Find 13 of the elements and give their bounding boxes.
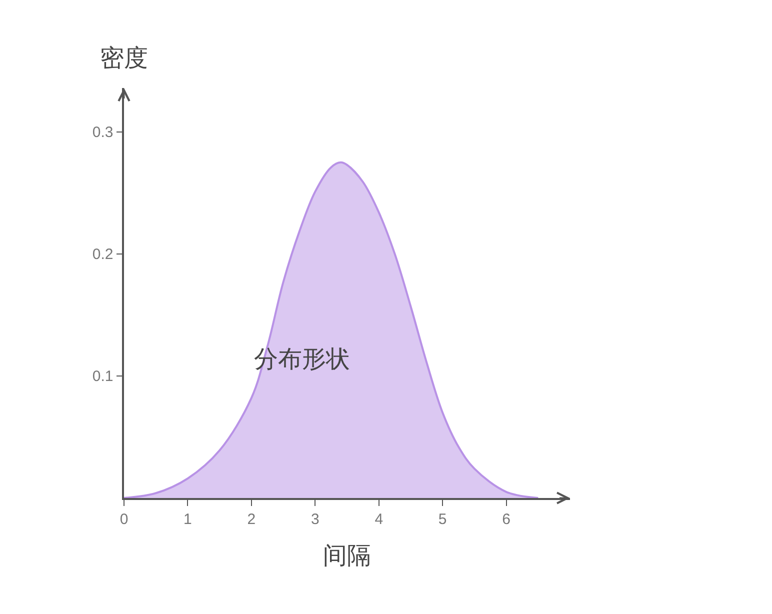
x-tick-label: 4 [374,510,384,528]
x-axis-title: 间隔 [323,542,371,570]
x-tick-label: 6 [502,510,510,528]
y-axis-title: 密度 [100,45,148,72]
x-tick-label: 1 [184,510,192,528]
x-tick-label: 2 [247,510,256,528]
x-tick-label: 0 [120,510,128,528]
annotation: 分布形状 [254,346,350,373]
x-tick-label: 5 [438,510,447,528]
y-tick-label: 0.3 [92,124,114,142]
x-tick-label: 3 [310,510,320,528]
y-tick-label: 0.2 [92,246,114,264]
y-tick-label: 0.1 [92,368,114,386]
